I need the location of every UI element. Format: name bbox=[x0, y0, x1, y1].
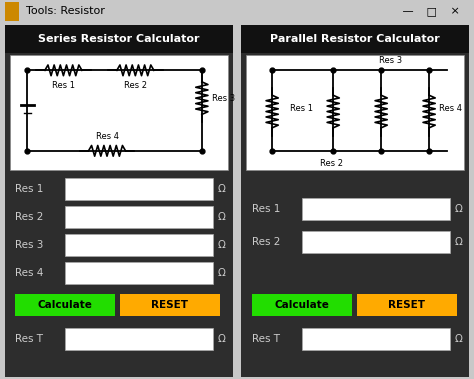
Text: RESET: RESET bbox=[389, 300, 426, 310]
Text: Ω: Ω bbox=[455, 204, 463, 214]
Text: Tools: Resistor: Tools: Resistor bbox=[26, 6, 105, 17]
Text: Ω: Ω bbox=[218, 334, 226, 344]
FancyBboxPatch shape bbox=[120, 294, 220, 316]
FancyBboxPatch shape bbox=[65, 234, 213, 256]
FancyBboxPatch shape bbox=[65, 206, 213, 228]
FancyBboxPatch shape bbox=[241, 25, 469, 53]
FancyBboxPatch shape bbox=[65, 262, 213, 284]
Text: Res 4: Res 4 bbox=[95, 132, 118, 141]
FancyBboxPatch shape bbox=[5, 25, 233, 53]
FancyBboxPatch shape bbox=[5, 25, 233, 377]
Text: Res 1: Res 1 bbox=[52, 81, 75, 90]
Text: Ω: Ω bbox=[218, 240, 226, 250]
Text: Ω: Ω bbox=[455, 237, 463, 247]
FancyBboxPatch shape bbox=[302, 231, 450, 253]
FancyBboxPatch shape bbox=[246, 55, 464, 170]
Text: Res 3: Res 3 bbox=[15, 240, 44, 250]
FancyBboxPatch shape bbox=[241, 25, 469, 377]
Text: Res 2: Res 2 bbox=[252, 237, 281, 247]
Text: Res 2: Res 2 bbox=[124, 81, 147, 90]
Text: Res T: Res T bbox=[252, 334, 280, 344]
Text: Series Resistor Calculator: Series Resistor Calculator bbox=[38, 34, 200, 44]
Text: Res 1: Res 1 bbox=[252, 204, 281, 214]
Text: Res 3: Res 3 bbox=[212, 94, 235, 103]
Text: Res 4: Res 4 bbox=[439, 104, 462, 113]
Text: ×: × bbox=[447, 6, 463, 17]
Text: Parallel Resistor Calculator: Parallel Resistor Calculator bbox=[270, 34, 440, 44]
Text: RESET: RESET bbox=[152, 300, 189, 310]
FancyBboxPatch shape bbox=[302, 198, 450, 220]
Text: □: □ bbox=[423, 6, 440, 17]
Text: —: — bbox=[399, 6, 417, 17]
Text: Res 3: Res 3 bbox=[379, 56, 402, 64]
Text: Ω: Ω bbox=[218, 212, 226, 222]
FancyBboxPatch shape bbox=[10, 55, 228, 170]
Text: Res 2: Res 2 bbox=[15, 212, 44, 222]
Text: Calculate: Calculate bbox=[274, 300, 329, 310]
Text: Ω: Ω bbox=[218, 184, 226, 194]
Text: Res T: Res T bbox=[15, 334, 43, 344]
FancyBboxPatch shape bbox=[65, 328, 213, 350]
Bar bbox=[5, 2, 19, 21]
FancyBboxPatch shape bbox=[302, 328, 450, 350]
FancyBboxPatch shape bbox=[252, 294, 352, 316]
Text: Ω: Ω bbox=[455, 334, 463, 344]
Text: Ω: Ω bbox=[218, 268, 226, 278]
Text: Res 4: Res 4 bbox=[15, 268, 44, 278]
Text: Res 2: Res 2 bbox=[319, 158, 343, 168]
FancyBboxPatch shape bbox=[357, 294, 457, 316]
FancyBboxPatch shape bbox=[15, 294, 115, 316]
Text: Res 1: Res 1 bbox=[15, 184, 44, 194]
Text: Res 1: Res 1 bbox=[290, 104, 312, 113]
FancyBboxPatch shape bbox=[65, 178, 213, 200]
Text: Calculate: Calculate bbox=[37, 300, 92, 310]
